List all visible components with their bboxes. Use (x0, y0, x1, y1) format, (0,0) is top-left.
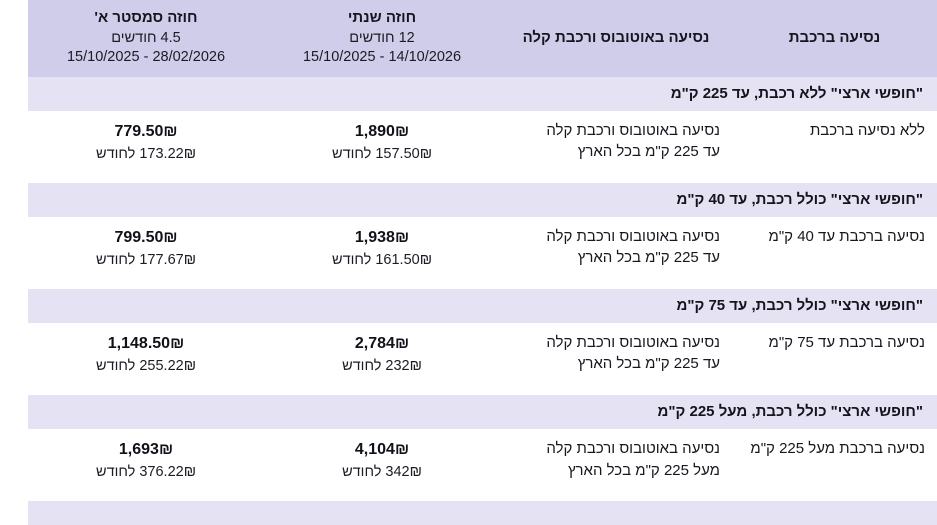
cell-annual-price: 1,938₪ 161.50₪ לחודש (264, 216, 500, 282)
semester-monthly-price: 255.22₪ לחודש (95, 358, 197, 375)
header-row: נסיעה ברכבת נסיעה באוטובוס ורכבת קלה חוז… (28, 0, 937, 77)
section-heading: "חופשי ארצי" ללא רכבת, עד 225 ק"מ (28, 76, 937, 111)
cell-annual-price: 1,890₪ 157.50₪ לחודש (264, 110, 500, 175)
annual-total-price: 1,890₪ (354, 122, 410, 140)
cell-semester-price: 799.50₪ 177.67₪ לחודש (28, 216, 264, 282)
semester-monthly-price: 173.22₪ לחודש (95, 145, 197, 162)
annual-monthly-price: 157.50₪ לחודש (331, 145, 433, 162)
cell-train-description: נסיעה ברכבת עד 75 ק"מ (732, 323, 937, 388)
table-header: נסיעה ברכבת נסיעה באוטובוס ורכבת קלה חוז… (28, 0, 937, 77)
cell-annual-price: 4,104₪ 342₪ לחודש (264, 429, 500, 494)
section-heading (28, 501, 937, 525)
semester-total-price: 779.50₪ (114, 122, 178, 140)
semester-monthly-price: 177.67₪ לחודש (95, 252, 197, 269)
cell-bus-line2: עד 225 ק"מ בכל הארץ (577, 249, 720, 267)
table-row: ללא נסיעה ברכבת נסיעה באוטובוס ורכבת קלה… (28, 110, 937, 175)
table-row: נסיעה ברכבת מעל 225 ק"מ נסיעה באוטובוס ו… (28, 429, 937, 494)
semester-monthly-price: 376.22₪ לחודש (95, 464, 197, 481)
fare-table: נסיעה ברכבת נסיעה באוטובוס ורכבת קלה חוז… (28, 0, 937, 525)
row-spacer (28, 387, 937, 396)
section-header-row: "חופשי ארצי" כולל רכבת, מעל 225 ק"מ (28, 395, 937, 430)
annual-total-price: 1,938₪ (354, 228, 410, 246)
row-spacer-cell (28, 281, 937, 290)
cell-bus-description: נסיעה באוטובוס ורכבת קלה מעל 225 ק"מ בכל… (500, 429, 732, 494)
row-spacer (28, 493, 937, 502)
semester-total-price: 799.50₪ (114, 228, 178, 246)
section-heading: "חופשי ארצי" כולל רכבת, עד 40 ק"מ (28, 182, 937, 217)
column-header-train: נסיעה ברכבת (732, 0, 937, 77)
annual-monthly-price: 161.50₪ לחודש (331, 252, 433, 269)
semester-total-price: 1,693₪ (118, 441, 174, 459)
cell-bus-line2: מעל 225 ק"מ בכל הארץ (567, 461, 720, 479)
column-header-bus: נסיעה באוטובוס ורכבת קלה (500, 0, 732, 77)
row-spacer-cell (28, 387, 937, 396)
section-heading: "חופשי ארצי" כולל רכבת, מעל 225 ק"מ (28, 395, 937, 430)
table-row: נסיעה ברכבת עד 75 ק"מ נסיעה באוטובוס ורכ… (28, 323, 937, 388)
table-row: נסיעה ברכבת עד 40 ק"מ נסיעה באוטובוס ורכ… (28, 216, 937, 282)
cell-train-description: ללא נסיעה ברכבת (732, 110, 937, 175)
section-header-row: "חופשי ארצי" כולל רכבת, עד 75 ק"מ (28, 289, 937, 324)
column-header-train-title: נסיעה ברכבת (788, 29, 881, 47)
section-header-row-partial (28, 501, 937, 525)
column-header-annual-duration: 12 חודשים (349, 29, 415, 46)
column-header-bus-title: נסיעה באוטובוס ורכבת קלה (522, 29, 710, 47)
fare-table-container: נסיעה ברכבת נסיעה באוטובוס ורכבת קלה חוז… (28, 0, 937, 525)
cell-bus-line1: נסיעה באוטובוס ורכבת קלה (546, 334, 720, 352)
column-header-semester-contract: חוזה סמסטר א' 4.5 חודשים 15/10/2025 - 28… (28, 0, 264, 77)
section-heading: "חופשי ארצי" כולל רכבת, עד 75 ק"מ (28, 289, 937, 324)
cell-train-description: נסיעה ברכבת עד 40 ק"מ (732, 216, 937, 282)
row-spacer-cell (28, 174, 937, 183)
column-header-semester-title: חוזה סמסטר א' (94, 9, 198, 26)
column-header-annual-dates: 15/10/2025 - 14/10/2026 (302, 49, 462, 66)
row-spacer-cell (28, 493, 937, 502)
annual-total-price: 4,104₪ (354, 441, 410, 459)
cell-bus-line1: נסיעה באוטובוס ורכבת קלה (546, 440, 720, 458)
cell-bus-description: נסיעה באוטובוס ורכבת קלה עד 225 ק"מ בכל … (500, 110, 732, 175)
annual-monthly-price: 342₪ לחודש (342, 464, 422, 481)
row-spacer (28, 281, 937, 290)
cell-annual-price: 2,784₪ 232₪ לחודש (264, 323, 500, 388)
cell-bus-line1: נסיעה באוטובוס ורכבת קלה (546, 121, 720, 139)
table-body: "חופשי ארצי" ללא רכבת, עד 225 ק"מ ללא נס… (28, 76, 937, 525)
column-header-semester-dates: 15/10/2025 - 28/02/2026 (66, 49, 226, 66)
cell-bus-description: נסיעה באוטובוס ורכבת קלה עד 225 ק"מ בכל … (500, 323, 732, 388)
cell-train-description: נסיעה ברכבת מעל 225 ק"מ (732, 429, 937, 494)
column-header-annual-contract: חוזה שנתי 12 חודשים 15/10/2025 - 14/10/2… (264, 0, 500, 77)
cell-bus-line2: עד 225 ק"מ בכל הארץ (577, 355, 720, 373)
semester-total-price: 1,148.50₪ (107, 335, 185, 353)
column-header-annual-title: חוזה שנתי (347, 9, 417, 26)
cell-bus-description: נסיעה באוטובוס ורכבת קלה עד 225 ק"מ בכל … (500, 216, 732, 282)
cell-semester-price: 779.50₪ 173.22₪ לחודש (28, 110, 264, 175)
column-header-semester-duration: 4.5 חודשים (111, 29, 181, 46)
cell-semester-price: 1,148.50₪ 255.22₪ לחודש (28, 323, 264, 388)
cell-bus-line2: עד 225 ק"מ בכל הארץ (577, 142, 720, 160)
cell-semester-price: 1,693₪ 376.22₪ לחודש (28, 429, 264, 494)
annual-monthly-price: 232₪ לחודש (342, 358, 422, 375)
annual-total-price: 2,784₪ (354, 335, 410, 353)
section-header-row: "חופשי ארצי" כולל רכבת, עד 40 ק"מ (28, 182, 937, 217)
cell-bus-line1: נסיעה באוטובוס ורכבת קלה (546, 227, 720, 245)
row-spacer (28, 174, 937, 183)
section-header-row: "חופשי ארצי" ללא רכבת, עד 225 ק"מ (28, 76, 937, 111)
